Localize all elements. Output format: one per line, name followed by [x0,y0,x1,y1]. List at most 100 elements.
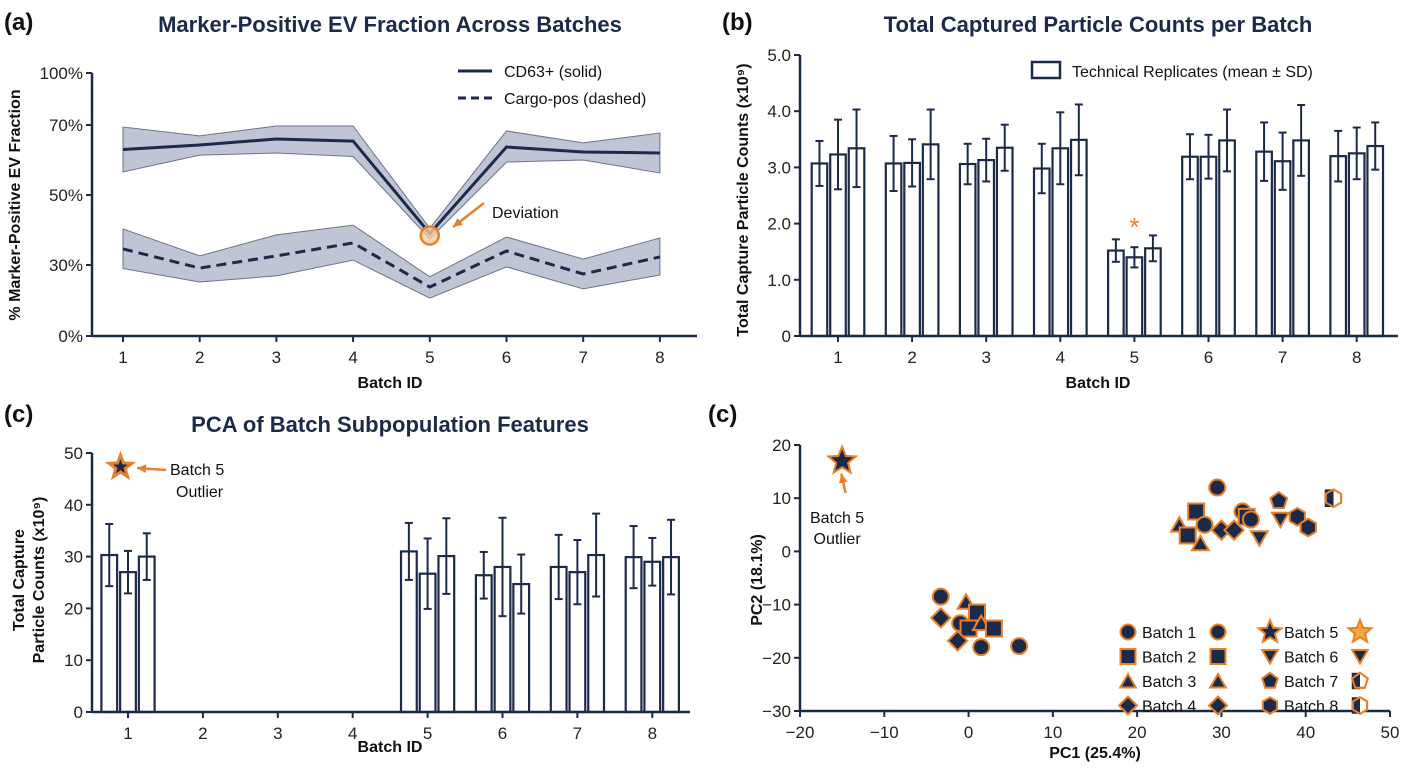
legend-marker-alt-batch8-outline [1351,696,1369,715]
scatter-point-batch3 [1190,533,1211,552]
scatter-point-batch1 [1241,510,1260,529]
x-axis-label-c: Batch ID [358,739,423,756]
scatter-point-batch1 [972,638,991,657]
legend-marker-batch7 [1261,671,1279,689]
y-tick-label-d: 0 [782,542,791,561]
legend-label-batch6: Batch 6 [1284,650,1338,667]
panel-a: (a) Marker-Positive EV Fraction Across B… [4,9,697,392]
bar-batch3-rep3 [995,146,1014,338]
x-tick-label-b: 7 [1278,348,1287,367]
x-axis-label-a: Batch ID [358,375,423,392]
y-tick-label-d: −10 [762,596,791,615]
x-tick-label-c: 4 [348,724,357,743]
y-axis-label-c-line2: Particle Counts (x10⁹) [31,497,48,664]
scatter-point-batch2 [1187,502,1206,521]
scatter-point-batch2 [1178,526,1197,545]
y-tick-label-b: 4.0 [767,102,791,121]
bar-batch6-rep1 [1181,155,1199,338]
scatter-point-batch8 [1299,517,1317,538]
x-tick-label-c: 8 [648,724,657,743]
legend-label-batch2: Batch 2 [1142,650,1196,667]
significance-asterisk: * [1129,212,1139,242]
legend-label-2: Cargo-pos (dashed) [504,91,646,108]
outlier-label-d-line1: Batch 5 [810,510,864,527]
legend-marker-batch5 [1256,617,1284,644]
x-tick-label-a: 3 [272,348,281,367]
bar-batch8-rep2 [1347,152,1366,338]
scatter-point-batch5 [825,443,859,475]
scatter-point-batch2 [984,619,1003,638]
x-axis-label-d: PC1 (25.4%) [1049,745,1141,762]
scatter-point-batch7 [1269,490,1289,509]
x-tick-label-c: 6 [498,724,507,743]
legend-marker-batch8 [1261,696,1279,715]
scatter-point-batch8 [1288,506,1306,527]
legend-marker-batch6 [1260,649,1280,666]
x-tick-label-b: 5 [1130,348,1139,367]
x-tick-label-c: 1 [123,724,132,743]
y-tick-label-a: 100% [40,64,83,83]
legend-marker-alt-batch8-half-fill [1351,697,1360,714]
scatter-point-batch1 [1010,637,1029,656]
outlier-label-d-line2: Outlier [814,531,862,548]
y-tick-label-d: −30 [762,702,791,721]
x-tick-label-c: 3 [273,724,282,743]
bar-batch1-rep1 [810,162,829,338]
x-tick-label-b: 4 [1056,348,1065,367]
bar-batch8-rep1 [1329,155,1348,338]
outlier-label-line1: Batch 5 [170,462,224,479]
bar-batch5-rep1 [1106,249,1125,338]
y-axis-label-b: Total Capture Particle Counts (x10⁹) [735,63,752,336]
legend-marker-alt-batch5 [1346,617,1374,644]
legend-marker-alt-batch2 [1209,648,1227,665]
scatter-point-batch4 [929,606,952,629]
x-tick-label-b: 3 [981,348,990,367]
legend-marker-alt-batch6 [1350,649,1370,666]
x-tick-label-d: 10 [1043,723,1062,742]
bar-batch3-rep1 [958,162,977,338]
y-tick-label-a: 50% [49,186,83,205]
scatter-point-batch1 [1195,515,1214,534]
x-tick-label-a: 8 [655,348,664,367]
outlier-arrow-head [137,464,147,473]
x-tick-label-d: −10 [870,723,899,742]
x-tick-label-c: 7 [573,724,582,743]
y-tick-label-c: 40 [64,496,83,515]
y-tick-label-a: 70% [49,116,83,135]
chart-title-b: Total Captured Particle Counts per Batch [884,12,1313,37]
outlier-arrow-d-head [838,473,848,484]
legend-label-b: Technical Replicates (mean ± SD) [1072,64,1313,81]
y-tick-label-a: 0% [58,327,83,346]
legend-marker-batch4 [1117,695,1139,716]
outlier-star-marker [104,450,137,481]
y-tick-label-c: 0 [74,703,83,722]
x-tick-label-a: 4 [348,348,357,367]
series-line-1 [122,137,660,236]
x-tick-label-d: 0 [964,723,973,742]
y-tick-label-d: 10 [772,489,791,508]
x-tick-label-a: 6 [502,348,511,367]
deviation-label: Deviation [492,205,559,222]
legend-marker-batch3 [1118,672,1138,689]
outlier-label-line2: Outlier [176,484,224,501]
bar-batch3-rep2 [977,158,996,338]
deviation-arrow-head [453,218,463,227]
legend-marker-alt-batch7-outline [1351,671,1369,689]
legend-marker-alt-batch3 [1208,672,1228,689]
x-tick-label-b: 6 [1204,348,1213,367]
y-tick-label-d: 20 [772,436,791,455]
plot-area-a: 0% 30% 50% 70% 100% 1 2 3 4 5 6 7 8 Deviation CD63+ (s… [40,64,697,367]
x-tick-label-a: 7 [578,348,587,367]
legend-label-batch3: Batch 3 [1142,674,1196,691]
legend-marker-batch1 [1119,623,1137,641]
panel-b: (b) Total Captured Particle Counts per B… [722,9,1398,392]
x-tick-label-d: −20 [786,723,815,742]
legend-label-batch8: Batch 8 [1284,699,1338,716]
scatter-point-batch4 [946,629,969,652]
scatter-point-batch6 [1249,530,1270,548]
y-tick-label-c: 20 [64,599,83,618]
y-tick-label-c: 10 [64,651,83,670]
scatter-point-batch4 [1210,519,1233,542]
panel-label-d: (c) [708,401,737,428]
x-tick-label-d: 40 [1296,723,1315,742]
